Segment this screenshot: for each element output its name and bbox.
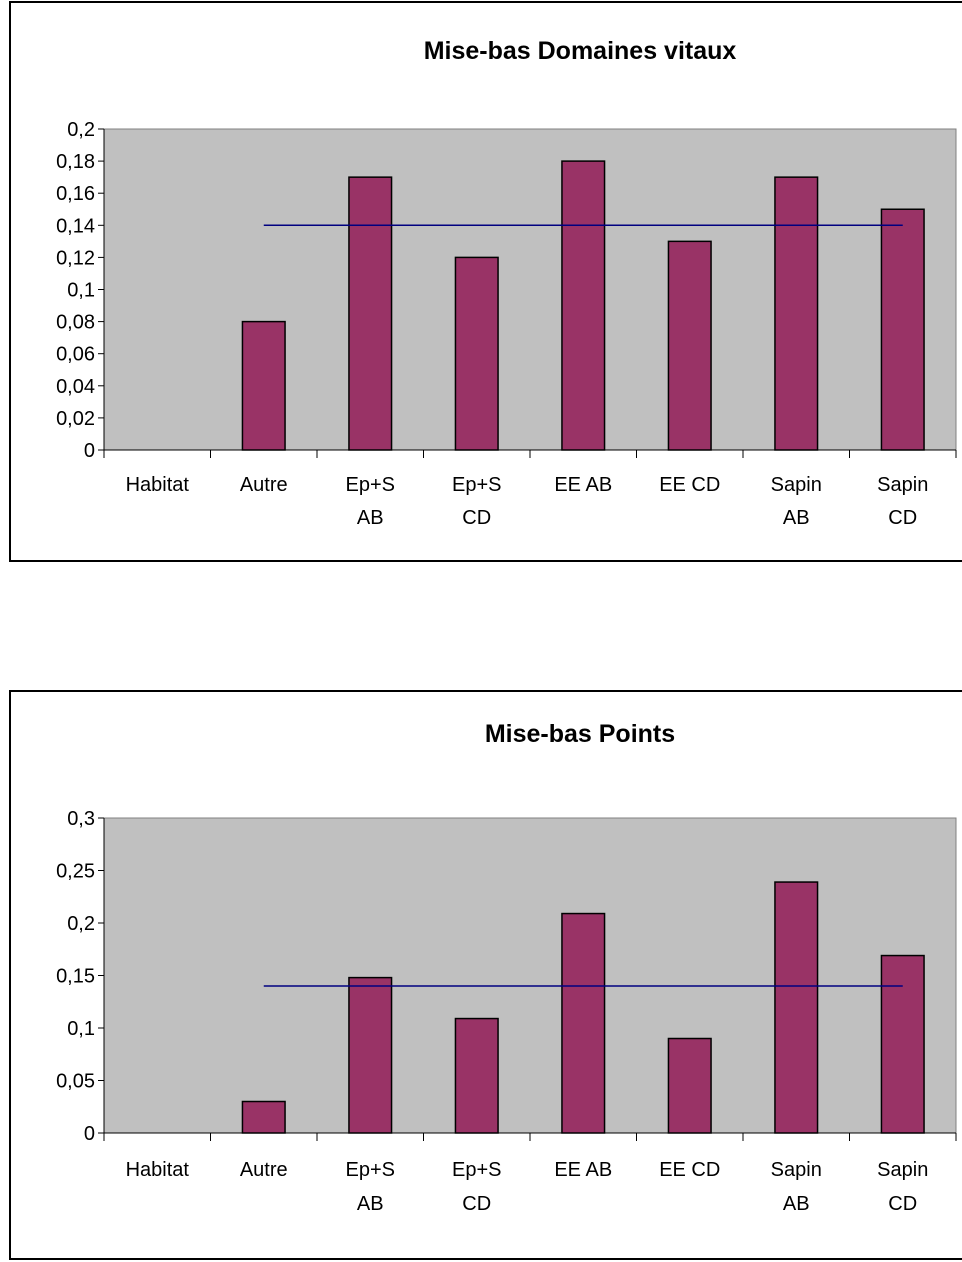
x-category-label: CD [462, 507, 491, 529]
x-category-label: AB [357, 507, 384, 529]
x-category-label: Habitat [126, 1159, 190, 1181]
bar [561, 912, 606, 1134]
y-tick-label: 0,08 [56, 312, 95, 334]
x-category-label: EE CD [659, 474, 720, 496]
x-category-label: EE AB [554, 1159, 612, 1181]
x-category-label: EE CD [659, 1159, 720, 1181]
y-tick-label: 0,12 [56, 247, 95, 269]
x-category-label: EE AB [554, 474, 612, 496]
x-category-label: Sapin [771, 1159, 822, 1181]
chart-title: Mise-bas Points [485, 720, 675, 748]
x-category-label: Ep+S [452, 1159, 501, 1181]
chart-points: Mise-bas Points 0 0,05 0,1 0,15 0,2 0,25 0,3 Hab… [9, 690, 962, 1260]
bar [561, 160, 606, 451]
x-category-label: Sapin [771, 474, 822, 496]
x-category-label: AB [357, 1193, 384, 1215]
x-category-label: CD [888, 507, 917, 529]
chart-domaines-vitaux: Mise-bas Domaines vitaux 0 0,02 0,04 0,06 0,0… [9, 1, 962, 562]
bar [667, 1037, 712, 1134]
chart-title: Mise-bas Domaines vitaux [424, 37, 737, 65]
y-tick-label: 0,05 [56, 1071, 95, 1093]
bar [454, 1017, 499, 1134]
bar [880, 208, 925, 451]
x-category-label: CD [888, 1193, 917, 1215]
y-tick-label: 0,25 [56, 861, 95, 883]
y-tick-label: 0,2 [67, 119, 95, 141]
x-category-label: AB [783, 507, 810, 529]
x-category-label: Ep+S [452, 474, 501, 496]
y-tick-label: 0 [84, 440, 95, 462]
x-category-label: Sapin [877, 474, 928, 496]
y-tick-label: 0,06 [56, 344, 95, 366]
bar [774, 176, 819, 451]
bar [774, 881, 819, 1134]
bar [454, 256, 499, 451]
x-category-label: Habitat [126, 474, 190, 496]
bar [241, 1100, 286, 1134]
x-category-label: CD [462, 1193, 491, 1215]
bar [348, 176, 393, 451]
y-tick-label: 0 [84, 1123, 95, 1145]
plot-area [103, 817, 957, 1134]
bar [880, 954, 925, 1134]
bar [348, 976, 393, 1134]
bar [667, 240, 712, 451]
x-category-label: Autre [240, 474, 288, 496]
y-tick-label: 0,18 [56, 151, 95, 173]
y-tick-label: 0,04 [56, 376, 95, 398]
chart-domaines-vitaux-svg: Mise-bas Domaines vitaux 0 0,02 0,04 0,06 0,0… [56, 37, 957, 529]
y-tick-label: 0,2 [67, 913, 95, 935]
y-tick-label: 0,02 [56, 408, 95, 430]
chart-points-svg: Mise-bas Points 0 0,05 0,1 0,15 0,2 0,25 0,3 Hab… [56, 720, 957, 1215]
plot-area [103, 128, 957, 451]
x-category-label: Autre [240, 1159, 288, 1181]
y-tick-label: 0,16 [56, 183, 95, 205]
y-tick-label: 0,3 [67, 808, 95, 830]
bar [241, 320, 286, 451]
y-tick-label: 0,1 [67, 1018, 95, 1040]
y-tick-label: 0,14 [56, 215, 95, 237]
y-tick-label: 0,15 [56, 966, 95, 988]
x-category-label: Ep+S [346, 1159, 395, 1181]
x-category-label: Ep+S [346, 474, 395, 496]
x-category-label: AB [783, 1193, 810, 1215]
x-category-label: Sapin [877, 1159, 928, 1181]
y-tick-label: 0,1 [67, 280, 95, 302]
